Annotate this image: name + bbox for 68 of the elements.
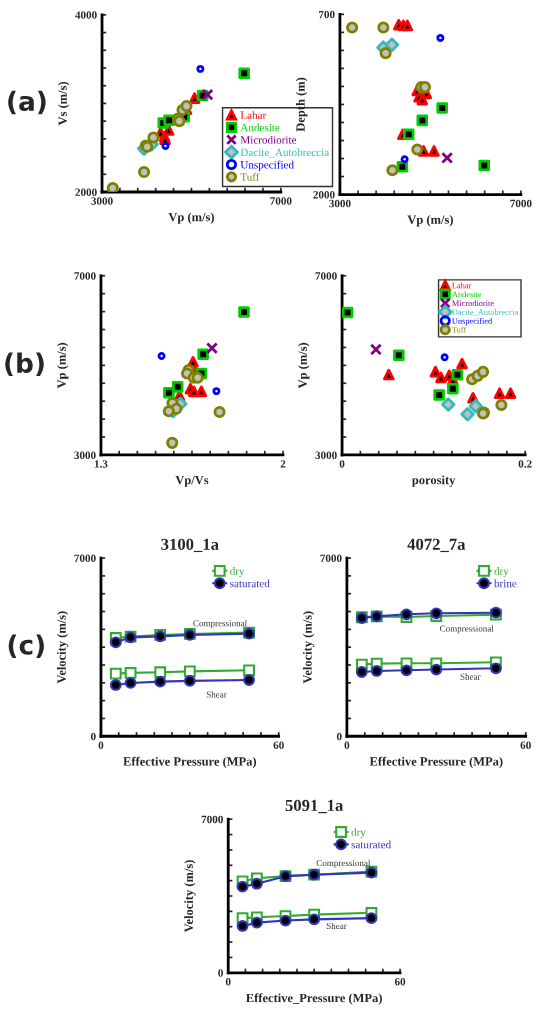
x-axis-title: Effective_Pressure (MPa) [246,993,382,1005]
y-axis-title: Vs (m/s) [58,81,70,126]
x-tick-label: 60 [273,741,284,749]
text: (a) [8,90,46,115]
annotation: Shear [206,691,227,698]
text: (c) [8,634,44,658]
y-tick-label: 2000 [75,188,97,196]
legend-label: Unspecified [452,317,493,326]
y-axis-title: Vp (m/s) [56,342,69,389]
x-tick-label: 3000 [91,197,113,205]
legend-label: dry [494,567,509,578]
y-tick-label: 2000 [313,191,335,199]
x-tick-label: 60 [520,741,531,749]
x-tick-label: 2 [280,460,286,468]
x-tick-label: 0 [98,741,104,749]
chart-title: 3100_1a [161,538,219,553]
legend-label: Tuff [240,172,260,181]
y-axis-title: Velocity (m/s) [302,611,315,684]
y-axis-title: Velocity (m/s) [56,611,69,684]
annotation: Shear [326,922,347,929]
legend-label: Dacite_Autobreccia [240,148,330,158]
y-tick-label: 7000 [320,554,342,563]
chart-title: 4072_7a [407,538,466,553]
legend-label: Andesite [240,123,280,132]
x-tick-label: 0.2 [518,460,532,468]
text: (b) [5,352,44,377]
chart-title: 5091_1a [285,799,344,814]
x-axis-title: Vp (m/s) [407,215,453,227]
x-axis-title: Vp (m/s) [168,212,214,224]
annotation: Compressional [440,625,494,634]
x-axis-title: Effective Pressure (MPa) [123,756,257,769]
y-tick-label: 0 [336,732,342,741]
x-axis-title: Effective Pressure (MPa) [369,756,503,769]
legend-label: dry [230,567,245,578]
y-tick-label: 7000 [74,272,96,280]
x-tick-label: 0 [344,741,350,749]
y-tick-label: 700 [319,10,335,19]
y-tick-label: 4000 [75,11,97,19]
y-tick-label: 3000 [315,451,337,459]
legend-label: dry [351,828,366,839]
legend-label: saturated [230,579,270,588]
y-axis-title: Depth (m) [295,77,308,132]
y-axis-title: Vp (m/s) [298,342,310,389]
x-tick-label: 3000 [329,199,351,208]
annotation: Shear [460,673,481,680]
y-tick-label: 3000 [74,451,96,459]
x-tick-label: 7000 [270,197,292,205]
legend-label: Dacite_Autobreccia [452,309,519,316]
annotation: Compressional [193,619,247,629]
legend-label: Unspecified [240,160,294,171]
x-tick-label: 1.3 [94,460,108,468]
legend-label: brine [494,579,517,588]
x-axis-title: porosity [412,475,456,487]
x-axis-title: Vp/Vs [175,475,209,487]
y-tick-label: 7000 [315,272,337,280]
x-tick-label: 60 [394,977,406,986]
x-tick-label: 7000 [510,199,532,208]
y-tick-label: 0 [90,732,96,741]
y-axis-title: Velocity (m/s) [184,860,196,933]
legend-label: Microdiorite [452,300,494,307]
legend-label: Tuff [452,326,467,333]
annotation: Compressional [316,859,371,868]
legend-label: saturated [351,840,392,849]
legend-label: Lahar [240,111,267,119]
legend-label: Lahar [452,282,472,289]
legend-label: Microdiorite [240,135,297,144]
y-tick-label: 7000 [74,554,96,563]
legend-label: Andesite [451,291,482,298]
